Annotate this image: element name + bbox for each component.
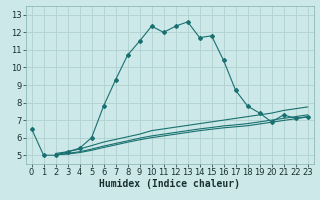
X-axis label: Humidex (Indice chaleur): Humidex (Indice chaleur) [99, 179, 240, 189]
